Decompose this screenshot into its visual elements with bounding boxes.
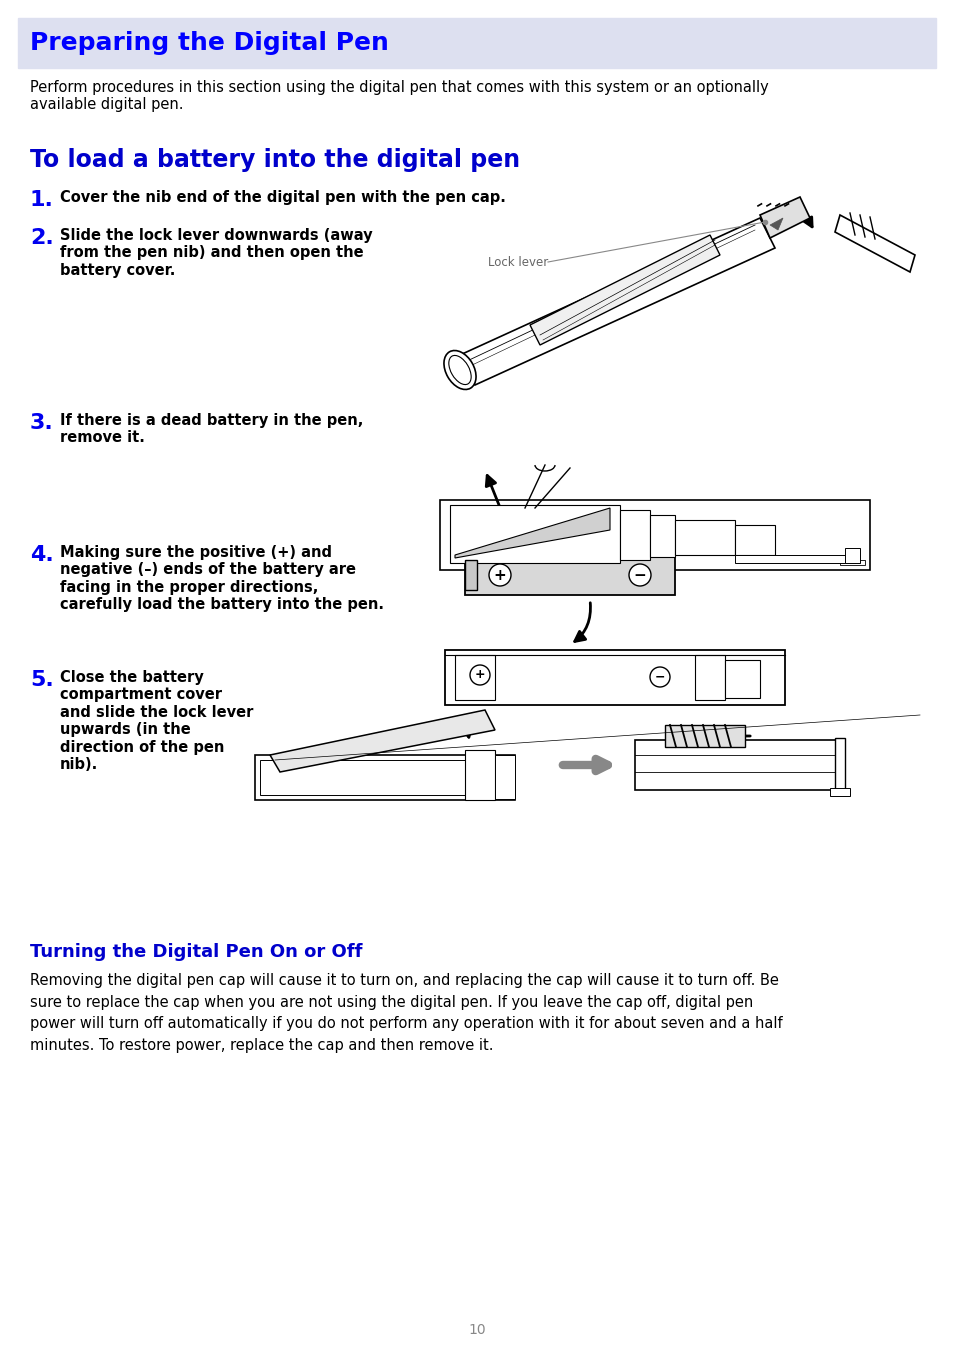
Text: 10: 10 bbox=[468, 1324, 485, 1337]
Bar bbox=[439, 500, 869, 571]
Text: Close the battery
compartment cover
and slide the lock lever
upwards (in the
dir: Close the battery compartment cover and … bbox=[60, 671, 253, 772]
Bar bbox=[444, 650, 784, 704]
Text: Making sure the positive (+) and
negative (–) ends of the battery are
facing in : Making sure the positive (+) and negativ… bbox=[60, 545, 384, 612]
Text: If there is a dead battery in the pen,
remove it.: If there is a dead battery in the pen, r… bbox=[60, 412, 363, 445]
Ellipse shape bbox=[448, 356, 471, 384]
Ellipse shape bbox=[489, 564, 511, 585]
Text: −: − bbox=[633, 568, 646, 583]
Bar bbox=[734, 556, 854, 562]
Text: Perform procedures in this section using the digital pen that comes with this sy: Perform procedures in this section using… bbox=[30, 80, 768, 112]
Text: Removing the digital pen cap will cause it to turn on, and replacing the cap wil: Removing the digital pen cap will cause … bbox=[30, 973, 781, 1053]
Text: Turning the Digital Pen On or Off: Turning the Digital Pen On or Off bbox=[30, 942, 362, 961]
Text: 3.: 3. bbox=[30, 412, 53, 433]
Text: +: + bbox=[475, 668, 485, 681]
Bar bbox=[464, 750, 495, 800]
Text: −: − bbox=[654, 671, 664, 684]
Bar bbox=[450, 506, 619, 562]
Ellipse shape bbox=[443, 350, 476, 389]
Text: 2.: 2. bbox=[30, 228, 53, 247]
Bar bbox=[695, 654, 724, 700]
Bar bbox=[840, 560, 864, 565]
Ellipse shape bbox=[628, 564, 650, 585]
Ellipse shape bbox=[470, 665, 490, 685]
Text: +: + bbox=[493, 568, 506, 583]
Text: Cover the nib end of the digital pen with the pen cap.: Cover the nib end of the digital pen wit… bbox=[60, 191, 505, 206]
Text: To load a battery into the digital pen: To load a battery into the digital pen bbox=[30, 147, 519, 172]
Bar bbox=[455, 654, 495, 700]
Text: 4.: 4. bbox=[30, 545, 53, 565]
Bar bbox=[254, 754, 515, 800]
Bar bbox=[675, 521, 734, 556]
Bar bbox=[495, 754, 515, 799]
Polygon shape bbox=[760, 197, 809, 238]
Polygon shape bbox=[459, 218, 774, 385]
Bar bbox=[664, 725, 744, 748]
Polygon shape bbox=[455, 508, 609, 558]
Polygon shape bbox=[530, 235, 720, 345]
Text: 1.: 1. bbox=[30, 191, 53, 210]
Text: Lock lever: Lock lever bbox=[488, 256, 548, 269]
Bar bbox=[464, 560, 476, 589]
Bar bbox=[260, 760, 510, 795]
Text: Preparing the Digital Pen: Preparing the Digital Pen bbox=[30, 31, 389, 55]
Ellipse shape bbox=[649, 667, 669, 687]
Bar bbox=[635, 740, 844, 790]
Bar bbox=[619, 510, 649, 560]
Polygon shape bbox=[270, 710, 495, 772]
Polygon shape bbox=[834, 215, 914, 272]
Polygon shape bbox=[769, 218, 782, 230]
Bar bbox=[834, 738, 844, 794]
Bar bbox=[829, 788, 849, 796]
Bar bbox=[844, 548, 859, 562]
Bar bbox=[464, 556, 675, 595]
Bar bbox=[18, 18, 935, 68]
Text: Slide the lock lever downwards (away
from the pen nib) and then open the
battery: Slide the lock lever downwards (away fro… bbox=[60, 228, 373, 277]
Text: 5.: 5. bbox=[30, 671, 53, 690]
Bar bbox=[734, 525, 774, 556]
Bar bbox=[649, 515, 675, 557]
Bar bbox=[724, 660, 760, 698]
